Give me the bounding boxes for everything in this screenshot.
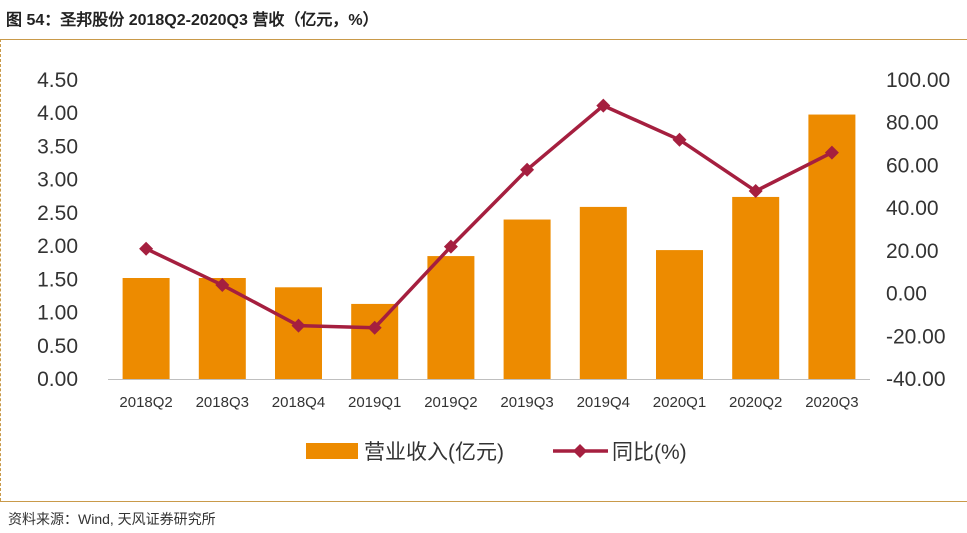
right-tick-label: -40.00 — [886, 368, 946, 391]
x-tick-label: 2019Q3 — [500, 394, 553, 411]
right-tick-label: 40.00 — [886, 197, 939, 220]
legend-line-label: 同比(%) — [612, 441, 687, 464]
x-tick-label: 2020Q1 — [653, 394, 706, 411]
chart-title: 图 54：圣邦股份 2018Q2-2020Q3 营收（亿元，%） — [6, 12, 379, 29]
left-axis-ticks: 0.00 0.50 1.00 1.50 2.00 2.50 3.00 3.50 4.00 4.50 — [37, 69, 78, 391]
title-divider — [0, 39, 967, 40]
right-tick-label: 60.00 — [886, 154, 939, 177]
x-tick-label: 2018Q2 — [119, 394, 172, 411]
left-tick-label: 4.00 — [37, 102, 78, 125]
revenue-bar-2020Q2 — [732, 196, 780, 379]
left-tick-label: 0.00 — [37, 368, 78, 391]
yoy-marker-2019Q4 — [596, 98, 611, 113]
x-tick-label: 2019Q1 — [348, 394, 401, 411]
revenue-bar-2019Q4 — [579, 206, 627, 379]
x-tick-label: 2020Q2 — [729, 394, 782, 411]
revenue-bar-2020Q1 — [656, 250, 703, 379]
x-tick-label: 2019Q2 — [424, 394, 477, 411]
left-tick-label: 3.50 — [37, 135, 78, 158]
yoy-line — [145, 103, 833, 330]
yoy-marker-2018Q3 — [215, 278, 230, 293]
source-note: 资料来源：Wind, 天风证券研究所 — [8, 511, 216, 527]
right-tick-label: 0.00 — [886, 283, 927, 306]
left-tick-label: 2.00 — [37, 235, 78, 258]
x-tick-label: 2018Q3 — [196, 394, 249, 411]
revenue-bar-2019Q3 — [503, 219, 551, 379]
revenue-bar-2018Q4 — [275, 287, 322, 379]
left-tick-label: 1.00 — [37, 302, 78, 325]
right-tick-label: 80.00 — [886, 112, 939, 135]
line-series — [139, 98, 839, 335]
legend-line-marker — [573, 444, 587, 458]
yoy-marker-2020Q1 — [672, 132, 687, 147]
yoy-marker-2020Q3 — [824, 145, 839, 160]
left-border — [0, 39, 1, 501]
left-tick-label: 2.50 — [37, 202, 78, 225]
revenue-bar-2018Q2 — [122, 278, 170, 379]
legend-bar-label: 营业收入(亿元) — [364, 441, 504, 464]
yoy-marker-2018Q4 — [291, 318, 306, 333]
right-tick-label: 20.00 — [886, 240, 939, 263]
yoy-marker-2019Q1 — [367, 320, 382, 335]
yoy-marker-2019Q2 — [443, 239, 458, 254]
revenue-bar-2019Q1 — [351, 303, 399, 379]
left-tick-label: 0.50 — [37, 335, 78, 358]
footer-divider — [0, 501, 967, 502]
revenue-bar-2019Q2 — [427, 256, 475, 379]
legend: 营业收入(亿元) 同比(%) — [306, 441, 687, 464]
left-tick-label: 3.00 — [37, 169, 78, 192]
left-tick-label: 1.50 — [37, 268, 78, 291]
left-tick-label: 4.50 — [37, 69, 78, 92]
x-tick-label: 2020Q3 — [805, 394, 858, 411]
right-axis-ticks: -40.00 -20.00 0.00 20.00 40.00 60.00 80.00 100.… — [886, 69, 950, 391]
right-tick-label: 100.00 — [886, 69, 950, 92]
legend-bar-swatch — [306, 443, 358, 459]
yoy-marker-2020Q2 — [748, 184, 763, 199]
yoy-marker-2019Q3 — [520, 162, 535, 177]
right-tick-label: -20.00 — [886, 325, 946, 348]
bar-series — [122, 114, 856, 379]
yoy-marker-2018Q2 — [139, 241, 154, 256]
x-axis: 2018Q2 2018Q3 2018Q4 2019Q1 2019Q2 2019Q3 2019… — [108, 379, 870, 411]
x-tick-label: 2018Q4 — [272, 394, 325, 411]
x-tick-label: 2019Q4 — [577, 394, 630, 411]
